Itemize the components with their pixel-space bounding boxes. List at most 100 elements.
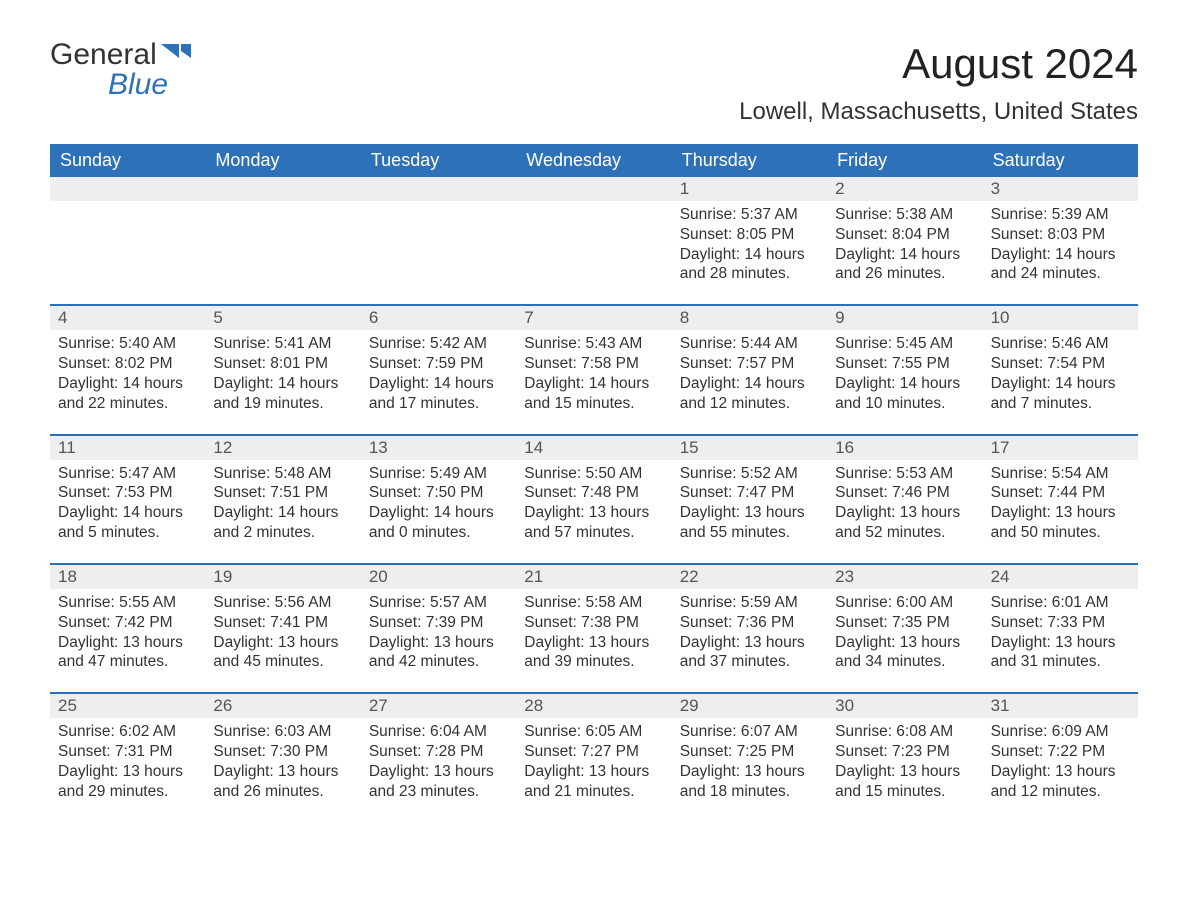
calendar-cell: 22Sunrise: 5:59 AMSunset: 7:36 PMDayligh… [672, 565, 827, 676]
day-body [361, 201, 516, 209]
daylight-text: Daylight: 14 hours and 26 minutes. [835, 245, 974, 285]
calendar-cell: 21Sunrise: 5:58 AMSunset: 7:38 PMDayligh… [516, 565, 671, 676]
sunset-text: Sunset: 8:05 PM [680, 225, 819, 245]
sunrise-text: Sunrise: 5:44 AM [680, 334, 819, 354]
day-body: Sunrise: 5:47 AMSunset: 7:53 PMDaylight:… [50, 460, 205, 547]
daylight-text: Daylight: 13 hours and 37 minutes. [680, 633, 819, 673]
sunset-text: Sunset: 8:02 PM [58, 354, 197, 374]
sunrise-text: Sunrise: 5:57 AM [369, 593, 508, 613]
daylight-text: Daylight: 13 hours and 31 minutes. [991, 633, 1130, 673]
sunrise-text: Sunrise: 5:41 AM [213, 334, 352, 354]
daylight-text: Daylight: 14 hours and 10 minutes. [835, 374, 974, 414]
day-number: 20 [361, 565, 516, 589]
sunset-text: Sunset: 7:48 PM [524, 483, 663, 503]
day-body [516, 201, 671, 209]
sunrise-text: Sunrise: 5:55 AM [58, 593, 197, 613]
calendar-cell: 8Sunrise: 5:44 AMSunset: 7:57 PMDaylight… [672, 306, 827, 417]
day-number: 25 [50, 694, 205, 718]
calendar-cell: 18Sunrise: 5:55 AMSunset: 7:42 PMDayligh… [50, 565, 205, 676]
calendar-cell: 30Sunrise: 6:08 AMSunset: 7:23 PMDayligh… [827, 694, 982, 805]
daylight-text: Daylight: 13 hours and 45 minutes. [213, 633, 352, 673]
day-number: 24 [983, 565, 1138, 589]
calendar-cell: 3Sunrise: 5:39 AMSunset: 8:03 PMDaylight… [983, 177, 1138, 288]
sunrise-text: Sunrise: 5:52 AM [680, 464, 819, 484]
header: General Blue August 2024 Lowell, Massach… [50, 40, 1138, 126]
daylight-text: Daylight: 14 hours and 15 minutes. [524, 374, 663, 414]
sunrise-text: Sunrise: 5:37 AM [680, 205, 819, 225]
sunrise-text: Sunrise: 5:53 AM [835, 464, 974, 484]
day-number: 27 [361, 694, 516, 718]
daylight-text: Daylight: 14 hours and 0 minutes. [369, 503, 508, 543]
day-body: Sunrise: 5:58 AMSunset: 7:38 PMDaylight:… [516, 589, 671, 676]
sunset-text: Sunset: 8:04 PM [835, 225, 974, 245]
calendar-cell: 24Sunrise: 6:01 AMSunset: 7:33 PMDayligh… [983, 565, 1138, 676]
day-body: Sunrise: 6:05 AMSunset: 7:27 PMDaylight:… [516, 718, 671, 805]
sunrise-text: Sunrise: 5:49 AM [369, 464, 508, 484]
day-body: Sunrise: 5:54 AMSunset: 7:44 PMDaylight:… [983, 460, 1138, 547]
day-number: 9 [827, 306, 982, 330]
day-header-row: Sunday Monday Tuesday Wednesday Thursday… [50, 144, 1138, 177]
calendar-cell: 4Sunrise: 5:40 AMSunset: 8:02 PMDaylight… [50, 306, 205, 417]
day-body: Sunrise: 6:08 AMSunset: 7:23 PMDaylight:… [827, 718, 982, 805]
day-body: Sunrise: 5:48 AMSunset: 7:51 PMDaylight:… [205, 460, 360, 547]
day-body: Sunrise: 5:50 AMSunset: 7:48 PMDaylight:… [516, 460, 671, 547]
calendar-cell: 25Sunrise: 6:02 AMSunset: 7:31 PMDayligh… [50, 694, 205, 805]
calendar-cell: 27Sunrise: 6:04 AMSunset: 7:28 PMDayligh… [361, 694, 516, 805]
sunset-text: Sunset: 7:44 PM [991, 483, 1130, 503]
sunrise-text: Sunrise: 5:54 AM [991, 464, 1130, 484]
day-header: Wednesday [516, 144, 671, 177]
day-number: 11 [50, 436, 205, 460]
day-number [205, 177, 360, 201]
day-number: 22 [672, 565, 827, 589]
day-number: 16 [827, 436, 982, 460]
calendar-cell: 10Sunrise: 5:46 AMSunset: 7:54 PMDayligh… [983, 306, 1138, 417]
sunrise-text: Sunrise: 6:04 AM [369, 722, 508, 742]
sunset-text: Sunset: 7:23 PM [835, 742, 974, 762]
day-number: 10 [983, 306, 1138, 330]
sunset-text: Sunset: 7:46 PM [835, 483, 974, 503]
calendar-cell: 1Sunrise: 5:37 AMSunset: 8:05 PMDaylight… [672, 177, 827, 288]
day-body: Sunrise: 5:46 AMSunset: 7:54 PMDaylight:… [983, 330, 1138, 417]
daylight-text: Daylight: 13 hours and 26 minutes. [213, 762, 352, 802]
daylight-text: Daylight: 14 hours and 28 minutes. [680, 245, 819, 285]
daylight-text: Daylight: 14 hours and 2 minutes. [213, 503, 352, 543]
sunset-text: Sunset: 7:50 PM [369, 483, 508, 503]
calendar-cell [361, 177, 516, 288]
month-title: August 2024 [739, 40, 1138, 88]
day-body: Sunrise: 6:04 AMSunset: 7:28 PMDaylight:… [361, 718, 516, 805]
calendar-cell: 29Sunrise: 6:07 AMSunset: 7:25 PMDayligh… [672, 694, 827, 805]
sunrise-text: Sunrise: 6:00 AM [835, 593, 974, 613]
daylight-text: Daylight: 14 hours and 5 minutes. [58, 503, 197, 543]
day-number: 26 [205, 694, 360, 718]
daylight-text: Daylight: 13 hours and 52 minutes. [835, 503, 974, 543]
calendar-cell: 28Sunrise: 6:05 AMSunset: 7:27 PMDayligh… [516, 694, 671, 805]
day-number: 15 [672, 436, 827, 460]
sunset-text: Sunset: 8:01 PM [213, 354, 352, 374]
sunset-text: Sunset: 7:27 PM [524, 742, 663, 762]
calendar-cell: 9Sunrise: 5:45 AMSunset: 7:55 PMDaylight… [827, 306, 982, 417]
logo-word2: Blue [108, 70, 191, 100]
sunset-text: Sunset: 7:22 PM [991, 742, 1130, 762]
sunset-text: Sunset: 7:28 PM [369, 742, 508, 762]
day-body: Sunrise: 6:07 AMSunset: 7:25 PMDaylight:… [672, 718, 827, 805]
sunset-text: Sunset: 7:47 PM [680, 483, 819, 503]
sunset-text: Sunset: 7:38 PM [524, 613, 663, 633]
day-number: 12 [205, 436, 360, 460]
calendar-cell: 2Sunrise: 5:38 AMSunset: 8:04 PMDaylight… [827, 177, 982, 288]
day-header: Thursday [672, 144, 827, 177]
location: Lowell, Massachusetts, United States [739, 98, 1138, 126]
daylight-text: Daylight: 13 hours and 47 minutes. [58, 633, 197, 673]
day-body: Sunrise: 5:52 AMSunset: 7:47 PMDaylight:… [672, 460, 827, 547]
day-body: Sunrise: 5:59 AMSunset: 7:36 PMDaylight:… [672, 589, 827, 676]
daylight-text: Daylight: 13 hours and 57 minutes. [524, 503, 663, 543]
sunset-text: Sunset: 7:58 PM [524, 354, 663, 374]
flag-icon [161, 40, 191, 70]
sunrise-text: Sunrise: 6:08 AM [835, 722, 974, 742]
sunrise-text: Sunrise: 6:03 AM [213, 722, 352, 742]
calendar-cell: 31Sunrise: 6:09 AMSunset: 7:22 PMDayligh… [983, 694, 1138, 805]
day-body: Sunrise: 5:55 AMSunset: 7:42 PMDaylight:… [50, 589, 205, 676]
sunset-text: Sunset: 7:36 PM [680, 613, 819, 633]
day-number: 5 [205, 306, 360, 330]
sunrise-text: Sunrise: 5:46 AM [991, 334, 1130, 354]
sunrise-text: Sunrise: 5:45 AM [835, 334, 974, 354]
